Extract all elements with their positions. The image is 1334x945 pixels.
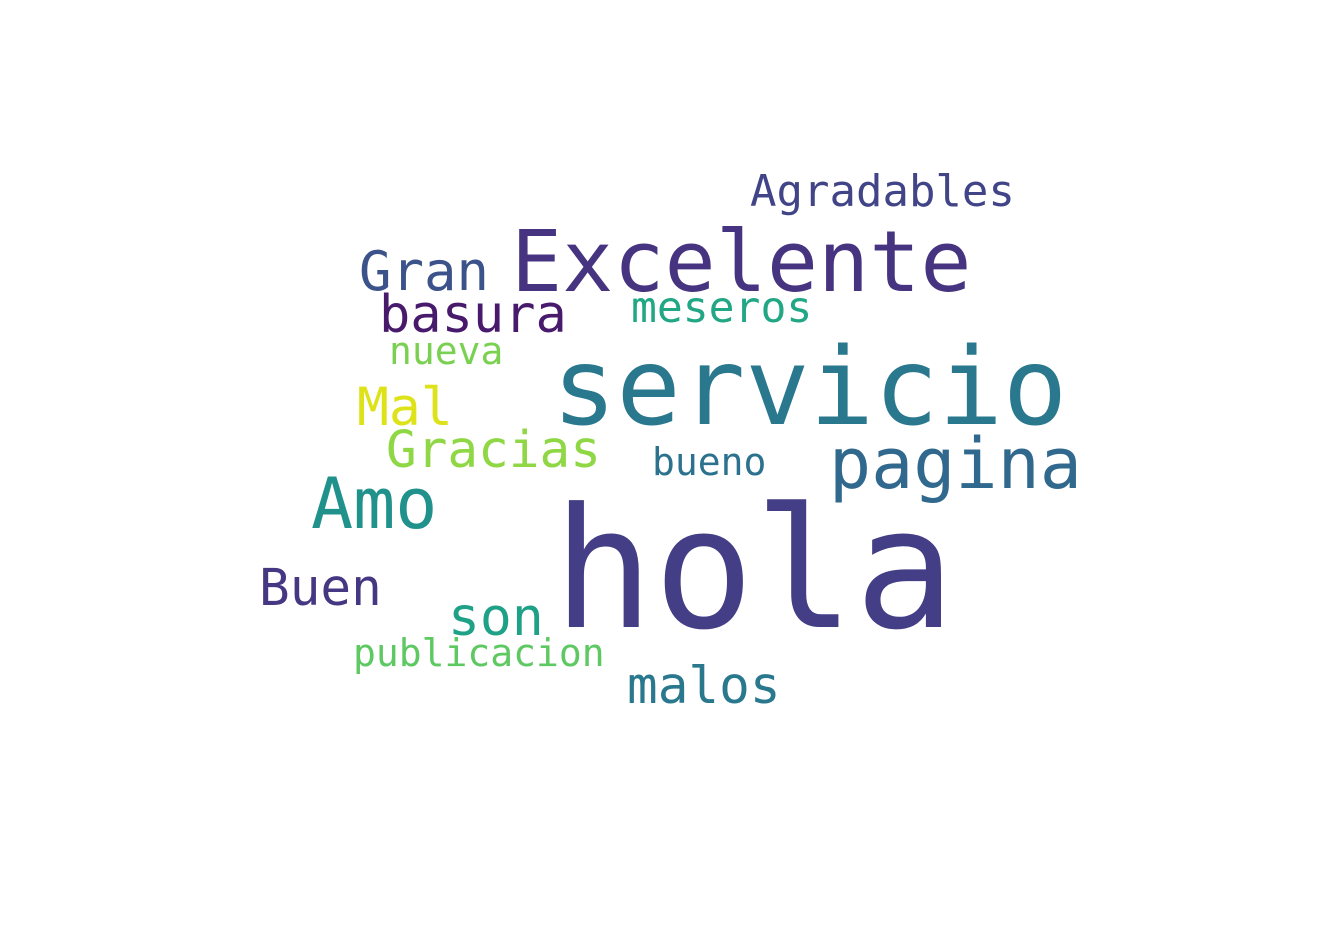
word-pagina: pagina: [829, 423, 1082, 505]
word-malos: malos: [627, 657, 781, 716]
word-bueno: bueno: [652, 440, 767, 484]
word-gracias: Gracias: [386, 421, 601, 480]
word-basura: basura: [379, 285, 567, 345]
word-mal: Mal: [357, 377, 453, 438]
word-meseros: meseros: [631, 283, 813, 333]
word-nueva: nueva: [389, 329, 504, 373]
word-excelente: Excelente: [511, 213, 972, 312]
word-publicacion: publicacion: [353, 631, 605, 675]
word-gran: Gran: [359, 240, 490, 303]
word-amo: Amo: [311, 463, 438, 545]
word-servicio: servicio: [552, 326, 1068, 450]
word-hola: hola: [553, 473, 956, 667]
word-son: son: [448, 587, 544, 648]
word-buen: Buen: [259, 559, 382, 618]
word-agradables: Agradables: [750, 166, 1015, 217]
